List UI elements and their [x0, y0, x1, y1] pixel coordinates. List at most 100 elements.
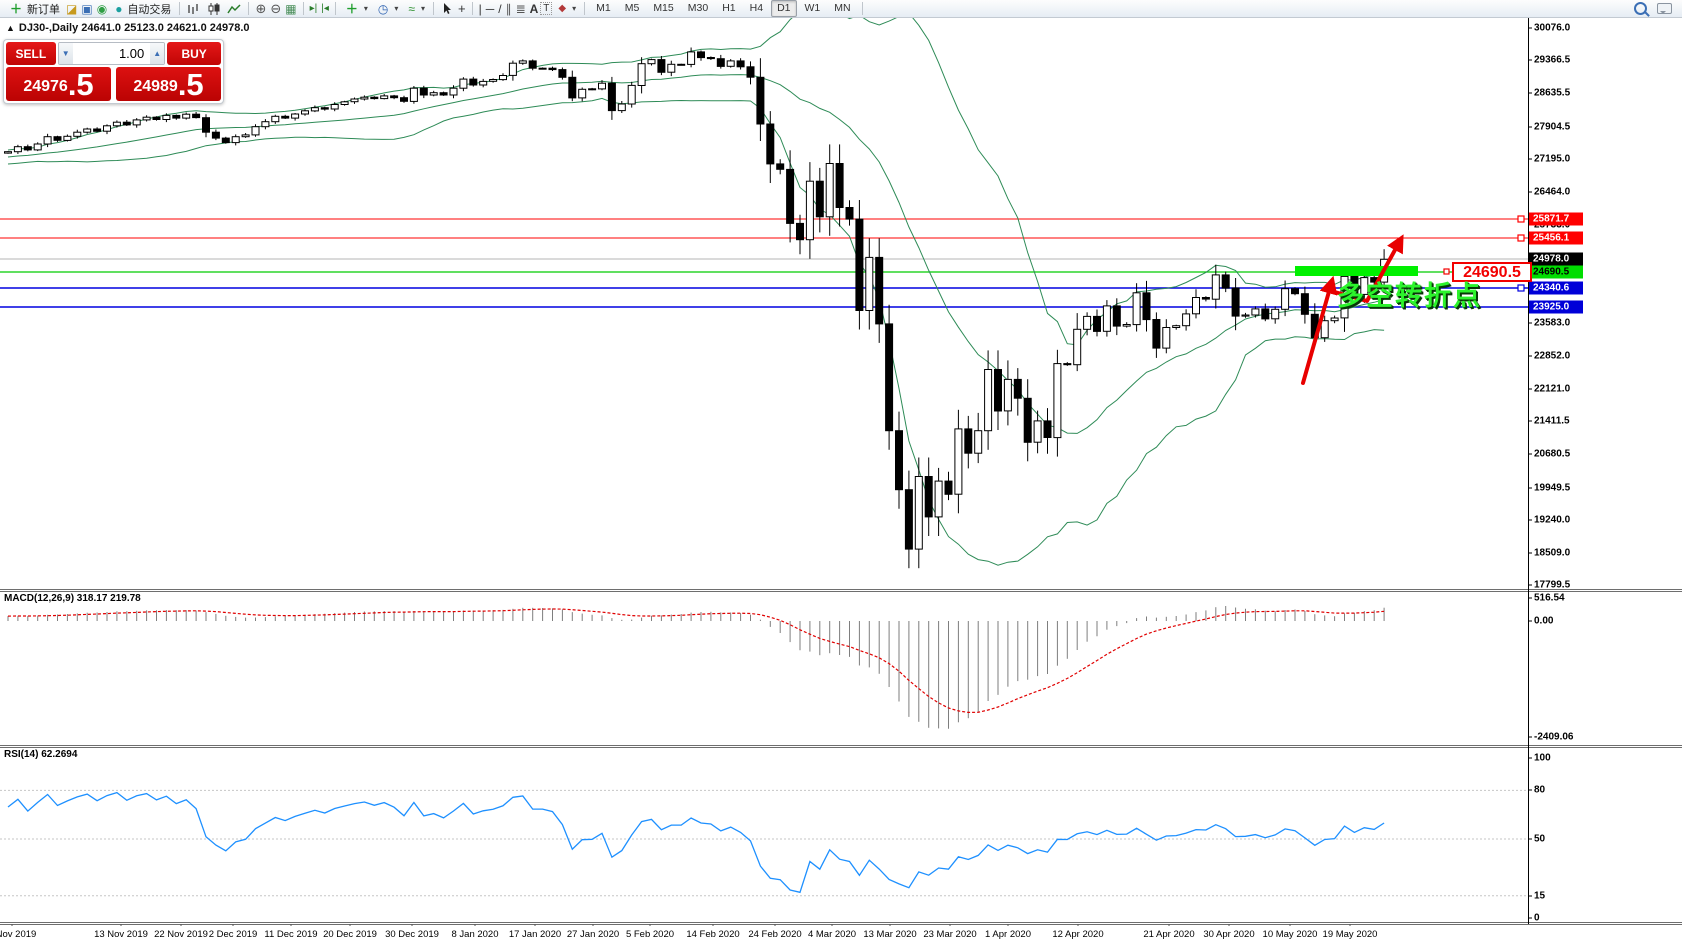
- date-label[interactable]: 8 Jan 2020: [451, 929, 499, 940]
- collapse-panel-icon[interactable]: ▲: [6, 23, 15, 33]
- price-tick-label: 28635.5: [1534, 87, 1571, 99]
- timeframe-button-H1[interactable]: H1: [722, 2, 736, 14]
- date-label[interactable]: 19 May 2020: [1322, 929, 1378, 940]
- shapes-icon: ◆: [558, 2, 567, 14]
- chevron-down-icon: ▾: [394, 4, 399, 13]
- vertical-line-tool-icon[interactable]: |: [478, 1, 482, 16]
- price-line-label: 24340.6: [1529, 281, 1583, 295]
- auto-trading-icon: ●: [115, 1, 123, 16]
- tile-windows-icon[interactable]: ▦: [285, 1, 297, 16]
- date-label[interactable]: 1 Apr 2020: [985, 929, 1031, 940]
- signal-icon[interactable]: ◉: [96, 1, 108, 16]
- market-watch-icon[interactable]: ▣: [81, 1, 93, 16]
- date-label[interactable]: 2 Dec 2019: [208, 929, 258, 940]
- text-tool-icon[interactable]: A: [529, 1, 539, 16]
- date-label[interactable]: 11 Dec 2019: [264, 929, 318, 940]
- date-label[interactable]: 10 May 2020: [1262, 929, 1318, 940]
- new-order-button[interactable]: ＋ 新订单: [4, 1, 64, 17]
- line-handle[interactable]: [1517, 215, 1525, 223]
- line-handle[interactable]: [1517, 284, 1525, 292]
- volume-decrease-icon[interactable]: ▼: [58, 43, 73, 64]
- timeframe-button-MN[interactable]: MN: [834, 2, 851, 14]
- date-label[interactable]: 21 Apr 2020: [1143, 929, 1195, 940]
- date-label[interactable]: 14 Feb 2020: [686, 929, 740, 940]
- rsi-axis-label: 50: [1534, 833, 1546, 845]
- volume-input[interactable]: 1.00: [72, 43, 151, 64]
- new-chart-dropdown[interactable]: ＋ ▾: [340, 1, 372, 17]
- chart-shift-icon[interactable]: |◂: [321, 2, 329, 14]
- date-label[interactable]: 27 Jan 2020: [566, 929, 620, 940]
- search-icon[interactable]: [1634, 2, 1647, 15]
- timeframe-button-M30[interactable]: M30: [687, 2, 709, 14]
- auto-scroll-icon[interactable]: ▸|: [309, 2, 318, 14]
- styler-icon[interactable]: ◪: [66, 1, 78, 16]
- buy-price-button[interactable]: 24989.5: [116, 67, 221, 101]
- date-label[interactable]: 20 Dec 2019: [323, 929, 377, 940]
- indicators-dropdown[interactable]: ≈ ▾: [402, 1, 429, 17]
- buy-price-main: 24989: [133, 78, 178, 95]
- zoom-out-icon[interactable]: ⊖: [270, 0, 282, 16]
- timeframe-button-H4[interactable]: H4: [749, 2, 764, 14]
- trend-arrow-annotation[interactable]: [1329, 234, 1404, 303]
- fibonacci-tool-icon[interactable]: ≣: [515, 1, 526, 16]
- volume-increase-icon[interactable]: ▲: [150, 43, 165, 64]
- rsi-axis-label: 0: [1534, 912, 1540, 924]
- date-label[interactable]: 13 Mar 2020: [863, 929, 917, 940]
- line-chart-icon[interactable]: [224, 3, 244, 15]
- toolbar-separator: [584, 2, 586, 15]
- buy-button[interactable]: BUY: [167, 42, 222, 65]
- horizontal-line-tool-icon[interactable]: ─: [485, 1, 495, 16]
- trendline-tool-icon[interactable]: /: [498, 1, 502, 16]
- timeframe-button-M5[interactable]: M5: [624, 2, 640, 14]
- zoom-in-icon[interactable]: ⊕: [255, 0, 267, 16]
- tag-anchor-handle[interactable]: [1443, 268, 1450, 275]
- timeframe-button-M15[interactable]: M15: [653, 2, 674, 14]
- bollinger-middle-band: [7, 74, 1385, 434]
- date-label[interactable]: 17 Jan 2020: [508, 929, 562, 940]
- main-toolbar: ＋ 新订单 ◪ ▣ ◉ ● 自动交易 ⊕ ⊖ ▦ ▸| |◂ ＋ ▾ ◷ ▾ ≈ ▾ …: [0, 0, 1682, 18]
- chat-icon[interactable]: [1657, 3, 1672, 14]
- price-tick-label: 27904.5: [1534, 121, 1571, 133]
- shapes-dropdown[interactable]: ◆ ▾: [552, 1, 580, 17]
- chart-plot-area[interactable]: [0, 18, 1682, 926]
- text-label-tool-icon[interactable]: T: [540, 2, 553, 15]
- timeframe-button-D1[interactable]: D1: [771, 0, 797, 17]
- candlestick-chart-icon[interactable]: [204, 2, 224, 15]
- chevron-down-icon: ▾: [363, 4, 368, 13]
- crosshair-icon[interactable]: +: [457, 0, 466, 16]
- sell-price-button[interactable]: 24976.5: [6, 67, 111, 101]
- volume-stepper[interactable]: ▼ 1.00 ▲: [57, 42, 166, 65]
- line-handle[interactable]: [1517, 234, 1525, 242]
- date-label[interactable]: 30 Dec 2019: [385, 929, 439, 940]
- green-highlight-box[interactable]: [1295, 266, 1418, 276]
- date-label[interactable]: 5 Feb 2020: [625, 929, 675, 940]
- date-label[interactable]: 4 Mar 2020: [807, 929, 857, 940]
- date-label[interactable]: 24 Feb 2020: [748, 929, 802, 940]
- bollinger-lower-band: [7, 97, 1385, 566]
- trend-arrow-annotation[interactable]: [1301, 275, 1338, 385]
- bar-chart-icon[interactable]: [184, 3, 204, 15]
- auto-trading-button[interactable]: ● 自动交易: [109, 1, 175, 17]
- date-label[interactable]: 30 Apr 2020: [1203, 929, 1255, 940]
- one-click-trading-panel: SELL ▼ 1.00 ▲ BUY 24976.5 24989.5: [3, 39, 224, 104]
- new-chart-icon: ＋: [345, 1, 358, 16]
- cn-annotation-text: 多空转折点: [1337, 281, 1482, 311]
- sell-button[interactable]: SELL: [6, 42, 56, 65]
- rsi-line: [7, 791, 1385, 894]
- timeframe-button-M1[interactable]: M1: [596, 2, 611, 14]
- date-label[interactable]: 22 Nov 2019: [154, 929, 208, 940]
- date-label[interactable]: 13 Nov 2019: [94, 929, 148, 940]
- sell-price-frac: .5: [67, 67, 94, 102]
- toolbar-separator: [179, 2, 181, 15]
- channel-tool-icon[interactable]: ∥: [505, 1, 512, 16]
- price-tag-24690[interactable]: 24690.5: [1452, 262, 1532, 282]
- cursor-icon[interactable]: [438, 2, 456, 15]
- date-label[interactable]: 4 Nov 2019: [0, 929, 37, 940]
- date-label[interactable]: 23 Mar 2020: [923, 929, 977, 940]
- periods-dropdown[interactable]: ◷ ▾: [372, 1, 403, 17]
- date-label[interactable]: 12 Apr 2020: [1052, 929, 1104, 940]
- macd-pane: [7, 606, 1385, 729]
- toolbar-separator: [471, 2, 473, 15]
- chevron-down-icon: ▾: [420, 4, 425, 13]
- timeframe-button-W1[interactable]: W1: [804, 2, 821, 14]
